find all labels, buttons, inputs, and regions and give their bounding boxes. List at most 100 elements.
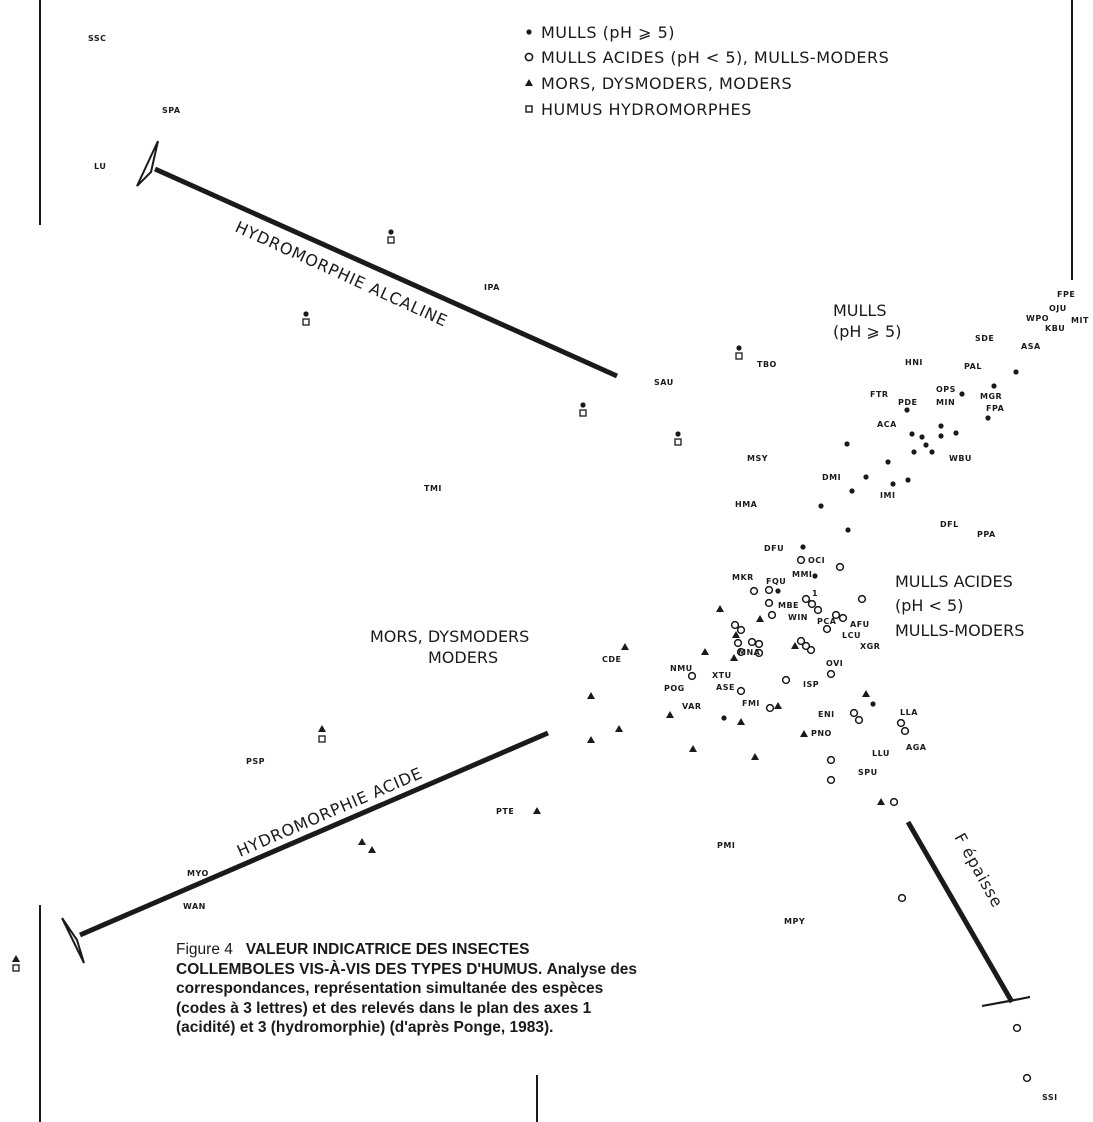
releve-point-mull-28: [885, 459, 891, 465]
releve-point-acid-40: [796, 555, 806, 565]
releve-point-acid-62: [736, 647, 746, 657]
species-label-lu: LU: [94, 162, 106, 171]
species-label-mbe: MBE: [778, 601, 799, 610]
releve-point-mor-86: [666, 711, 674, 718]
species-label-sau: SAU: [654, 378, 674, 387]
releve-point-acid-64: [687, 671, 697, 681]
species-label-wpo: WPO: [1026, 314, 1049, 323]
zone-mors-line-1: MORS, DYSMODERS: [370, 627, 529, 646]
releve-point-mull-37: [775, 588, 781, 594]
releve-point-acid-69: [854, 715, 864, 725]
releve-point-hydro-8: [674, 438, 682, 446]
arrow-label-acide: HYDROMORPHIE ACIDE: [234, 763, 425, 860]
species-label-mmi: MMI: [792, 570, 812, 579]
legend-symbol-acid-mull: [524, 52, 534, 62]
releve-point-mor-94: [862, 690, 870, 697]
legend-symbol-mull: [526, 29, 532, 35]
releve-point-mor-11: [318, 725, 326, 732]
releve-point-mor-98: [877, 798, 885, 805]
releve-point-mull-24: [923, 442, 929, 448]
zone-mulls-acides-line-3: MULLS-MODERS: [895, 621, 1024, 640]
arrow-hydromorphie-alcaline: HYDROMORPHIE ALCALINE: [136, 140, 619, 379]
releve-point-acid-42: [749, 586, 759, 596]
releve-point-mor-84: [791, 642, 799, 649]
releve-point-mor-85: [587, 692, 595, 699]
species-label-xgr: XGR: [860, 642, 880, 651]
releve-point-mor-78: [716, 605, 724, 612]
releve-point-mull-33: [818, 503, 824, 509]
releve-point-acid-76: [1012, 1023, 1022, 1033]
species-label-pde: PDE: [898, 398, 917, 407]
releve-point-acid-48: [813, 605, 823, 615]
releve-point-acid-71: [900, 726, 910, 736]
releve-point-mull-15: [991, 383, 997, 389]
species-label-var: VAR: [682, 702, 702, 711]
arrow-label-alcaline: HYDROMORPHIE ALCALINE: [232, 217, 450, 330]
releve-point-mull-19: [938, 423, 944, 429]
legend-symbol-hydro: [525, 105, 533, 113]
species-label-ssc: SSC: [88, 34, 107, 43]
species-label-eni: ENI: [818, 710, 835, 719]
releve-point-mull-23: [953, 430, 959, 436]
arrow-hydromorphie-acide: HYDROMORPHIE ACIDE: [61, 730, 549, 964]
species-label-pno: PNO: [811, 729, 832, 738]
zone-label-mulls-acides: MULLS ACIDES (pH < 5) MULLS-MODERS: [895, 572, 1024, 640]
zone-label-mulls: MULLS (pH ⩾ 5): [833, 301, 901, 341]
species-label-lla: LLA: [900, 708, 918, 717]
releve-point-mull-20: [909, 431, 915, 437]
releve-point-mull-14: [1013, 369, 1019, 375]
releve-point-mor-90: [587, 736, 595, 743]
species-label-tmi: TMI: [424, 484, 442, 493]
legend-label-mor: MORS, DYSMODERS, MODERS: [541, 74, 792, 93]
legend-label-hydro: HUMUS HYDROMORPHES: [541, 100, 752, 119]
species-label-fpa: FPA: [986, 404, 1005, 413]
releve-point-mull-39: [870, 701, 876, 707]
releve-point-acid-70: [896, 718, 906, 728]
releve-point-mull-7: [580, 402, 586, 408]
releve-point-acid-63: [826, 669, 836, 679]
species-label-dfu: DFU: [764, 544, 784, 553]
releve-point-mor-96: [358, 838, 366, 845]
species-label-ipa: IPA: [484, 283, 500, 292]
species-label-hma: HMA: [735, 500, 758, 509]
releve-point-mull-36: [812, 573, 818, 579]
releve-point-mor-13: [12, 955, 20, 962]
releve-point-mull-34: [845, 527, 851, 533]
releve-point-acid-60: [806, 645, 816, 655]
species-label-win: WIN: [788, 613, 808, 622]
species-label-pog: POG: [664, 684, 685, 693]
species-label-fmi: FMI: [742, 699, 760, 708]
arrow-f-epaisse: F épaisse: [905, 820, 1031, 1007]
species-label-aca: ACA: [877, 420, 897, 429]
species-label-ssi: SSI: [1042, 1093, 1058, 1102]
releve-point-mull-17: [904, 407, 910, 413]
releve-point-acid-50: [831, 610, 841, 620]
releve-point-hydro-4: [735, 352, 743, 360]
caption-figure-label: Figure 4: [176, 941, 233, 958]
species-label-ppa: PPA: [977, 530, 996, 539]
releve-point-mor-97: [368, 846, 376, 853]
releve-point-acid-59: [801, 641, 811, 651]
arrowhead-f-epaisse: [981, 996, 1031, 1007]
species-label-asa: ASA: [1021, 342, 1041, 351]
species-label-aga: AGA: [906, 743, 927, 752]
species-label-pte: PTE: [496, 807, 514, 816]
releve-point-mor-87: [737, 718, 745, 725]
releve-point-acid-45: [764, 598, 774, 608]
species-label-pca: PCA: [817, 617, 837, 626]
species-label-spa: SPA: [162, 106, 181, 115]
species-label-pmi: PMI: [717, 841, 735, 850]
releve-point-acid-46: [857, 594, 867, 604]
releve-point-mull-5: [736, 345, 742, 351]
releve-point-acid-61: [754, 648, 764, 658]
releve-point-hydro-0: [387, 236, 395, 244]
releve-point-hydro-6: [579, 409, 587, 417]
releve-point-acid-56: [747, 637, 757, 647]
releve-point-acid-43: [764, 585, 774, 595]
releve-point-mor-80: [732, 631, 740, 638]
releve-point-mull-31: [849, 488, 855, 494]
species-label-oju: OJU: [1049, 304, 1067, 313]
arrowhead-alcaline: [136, 140, 159, 187]
releve-point-hydro-10: [318, 735, 326, 743]
